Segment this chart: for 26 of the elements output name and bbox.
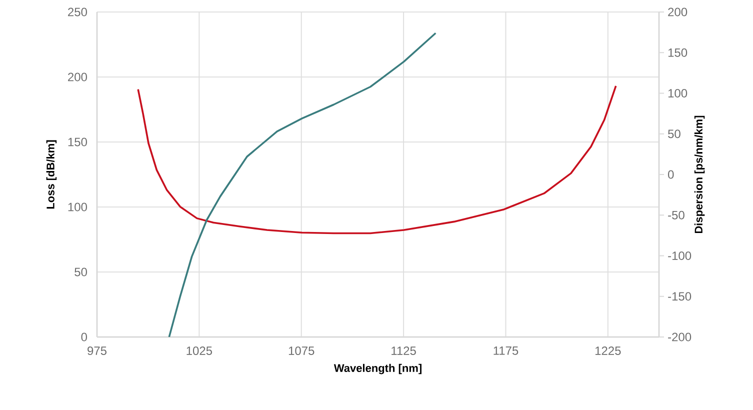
y-tick-label: 50 (74, 268, 87, 276)
y2-tick-label: -200 (668, 332, 692, 342)
y2-tick-label: -100 (668, 252, 692, 260)
y2-tick-label: -150 (668, 292, 692, 301)
x-tick-label: 1075 (288, 346, 314, 356)
y2-tick-label: 100 (668, 89, 688, 98)
line-series (137, 85, 617, 234)
y-tick-label: 200 (68, 72, 87, 82)
y-tick-label: 0 (81, 332, 88, 342)
y2-tick-label: 0 (668, 170, 674, 179)
y2-tick-label: 50 (668, 130, 680, 138)
y-tick-label: 150 (68, 138, 87, 146)
x-tick-label: 1175 (494, 346, 518, 355)
y-axis-title: Loss [dB/km] (46, 140, 57, 209)
x-axis-title: Wavelength [nm] (334, 364, 422, 374)
x-tick-label: 1225 (595, 346, 621, 356)
y2-axis-title: Dispersion [ps/nm/km] (694, 116, 705, 234)
x-tick-label: 1025 (186, 346, 212, 356)
line-series (168, 32, 437, 337)
y2-tick-label: -50 (668, 210, 684, 220)
x-tick-label: 1125 (392, 346, 416, 356)
y2-tick-label: 150 (668, 48, 688, 57)
x-tick-label: 975 (88, 346, 106, 356)
y-tick-label: 250 (68, 8, 87, 16)
y-tick-label: 100 (68, 202, 87, 212)
y2-tick-label: 200 (668, 8, 688, 16)
